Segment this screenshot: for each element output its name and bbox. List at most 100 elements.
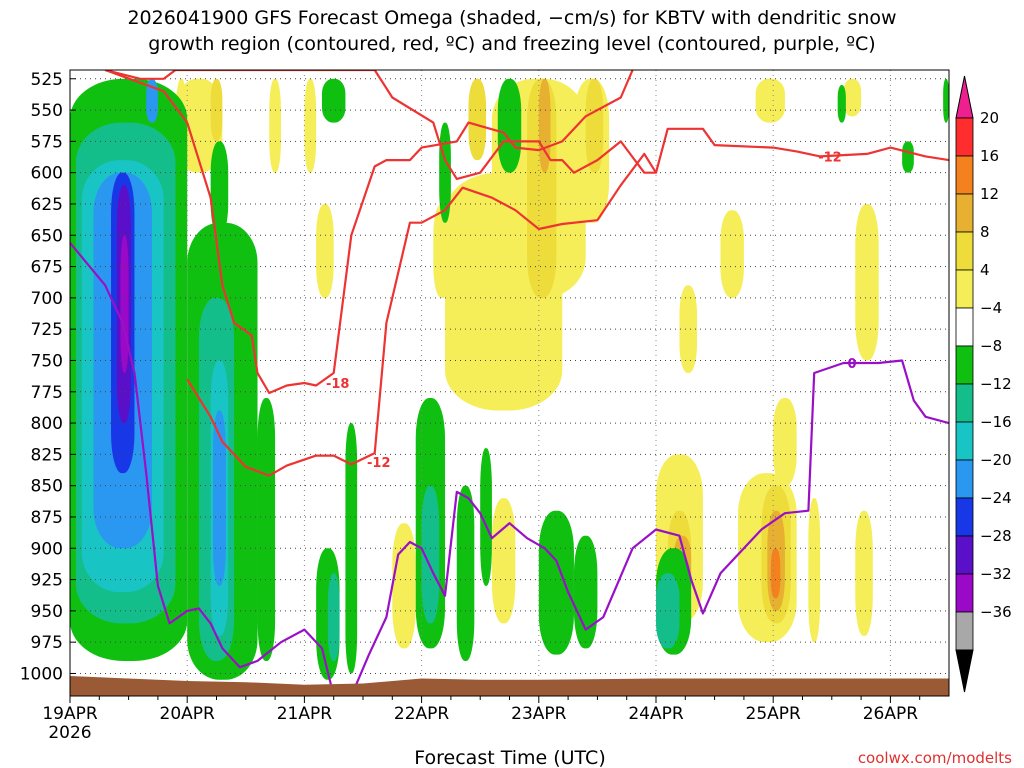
omega-region-0-19 — [491, 498, 516, 624]
omega-region-3-0 — [770, 548, 781, 599]
y-tick-label-17: 950 — [31, 602, 63, 622]
y-tick-label-1: 550 — [31, 101, 63, 121]
omega-region-1-4 — [585, 78, 604, 173]
colorbar-swatch-12 — [955, 573, 974, 613]
contour-line-2 — [186, 152, 657, 477]
omega-region-0-17 — [855, 203, 879, 361]
ground-fill — [70, 676, 949, 696]
x-tick-label-2: 21APR — [277, 704, 333, 724]
colorbar-swatch-2 — [955, 193, 974, 233]
colorbar-label-13: −36 — [980, 603, 1012, 621]
colorbar-swatch-1 — [955, 155, 974, 195]
colorbar-swatch-9 — [955, 459, 974, 499]
omega-region-0-11 — [679, 285, 698, 373]
chart-title-line-2: growth region (contoured, red, ºC) and f… — [148, 33, 875, 55]
y-tick-label-2: 575 — [31, 132, 63, 152]
y-tick-label-3: 600 — [31, 164, 63, 184]
omega-region-4-6 — [456, 485, 475, 661]
y-tick-label-16: 925 — [31, 571, 63, 591]
omega-region-4-13 — [902, 141, 914, 173]
omega-region-10-0 — [120, 235, 129, 373]
y-tick-label-11: 800 — [31, 414, 63, 434]
x-tick-label-7: 26APR — [863, 704, 919, 724]
contour-line-3 — [70, 242, 949, 696]
contour-label-3: 0 — [848, 357, 857, 372]
omega-region-0-13 — [773, 398, 797, 486]
omega-region-0-4 — [269, 78, 281, 173]
colorbar-swatch-8 — [955, 421, 974, 461]
contour-line-0 — [104, 70, 949, 180]
time-axis: 19APR 20APR 21APR 22APR 23APR 24APR 25APR 26APR — [42, 696, 921, 724]
contour-label-1: -18 — [326, 377, 350, 392]
colorbar-label-5: −4 — [980, 299, 1002, 317]
colorbar-swatch-11 — [955, 535, 974, 575]
x-axis-year: 2026 — [48, 723, 91, 743]
omega-region-4-17 — [210, 141, 229, 236]
colorbar-label-11: −28 — [980, 527, 1012, 545]
colorbar-bottom-arrow — [955, 649, 974, 693]
colorbar-label-9: −20 — [980, 451, 1012, 469]
y-tick-label-7: 700 — [31, 289, 63, 309]
omega-region-0-8 — [755, 78, 785, 123]
x-tick-label-3: 22APR — [394, 704, 450, 724]
omega-region-0-16 — [855, 510, 873, 636]
y-tick-label-12: 825 — [31, 445, 63, 465]
credit-url: coolwx.com/modelts — [858, 749, 1012, 767]
colorbar-swatch-0 — [955, 117, 974, 157]
colorbar-label-6: −8 — [980, 337, 1002, 355]
colorbar-legend: 20 16 12 8 4 −4 −8 −12 −16 −20 −24 −28 −32 −36 — [955, 75, 1012, 693]
colorbar-swatch-13 — [955, 611, 974, 651]
colorbar-swatch-4 — [955, 269, 974, 309]
omega-region-4-15 — [497, 78, 522, 173]
y-tick-label-8: 725 — [31, 320, 63, 340]
y-tick-label-9: 750 — [31, 351, 63, 371]
contour-labels: -12 -18 -12 0 — [326, 150, 857, 470]
omega-region-4-7 — [480, 448, 492, 586]
omega-region-1-5 — [210, 78, 223, 142]
x-tick-label-4: 23APR — [511, 704, 567, 724]
colorbar-label-4: 4 — [980, 261, 990, 279]
colorbar-label-10: −24 — [980, 489, 1012, 507]
x-tick-label-0: 19APR — [42, 704, 98, 724]
colorbar-swatch-10 — [955, 497, 974, 537]
chart-title-line-1: 2026041900 GFS Forecast Omega (shaded, −… — [127, 7, 896, 29]
colorbar-label-3: 8 — [980, 223, 990, 241]
omega-region-4-12 — [837, 85, 846, 123]
colorbar-top-arrow — [955, 75, 974, 119]
omega-region-4-9 — [573, 535, 598, 649]
omega-region-0-6 — [433, 203, 451, 298]
terrain-ground — [70, 676, 949, 696]
omega-region-7-2 — [146, 78, 158, 123]
omega-region-0-12 — [720, 210, 744, 298]
colorbar-swatch-7 — [955, 383, 974, 423]
omega-region-0-7 — [316, 203, 334, 298]
omega-region-0-9 — [843, 78, 862, 117]
colorbar-label-1: 16 — [980, 147, 999, 165]
x-tick-label-1: 20APR — [160, 704, 216, 724]
omega-region-5-2 — [327, 573, 340, 661]
omega-region-4-2 — [257, 398, 276, 661]
colorbar-swatch-5 — [955, 307, 974, 347]
colorbar-label-0: 20 — [980, 109, 999, 127]
temperature-contours — [70, 70, 949, 696]
y-tick-label-4: 625 — [31, 195, 63, 215]
x-axis-title: Forecast Time (UTC) — [414, 747, 605, 768]
contour-label-2: -12 — [367, 456, 391, 471]
y-tick-label-18: 975 — [31, 633, 63, 653]
colorbar-label-8: −16 — [980, 413, 1012, 431]
y-tick-label-19: 1000 — [20, 664, 63, 684]
y-tick-label-6: 675 — [31, 258, 63, 278]
colorbar-swatch-6 — [955, 345, 974, 385]
y-tick-label-10: 775 — [31, 383, 63, 403]
x-tick-label-5: 24APR — [628, 704, 684, 724]
omega-region-0-5 — [304, 78, 317, 173]
omega-shading — [70, 78, 949, 680]
omega-region-4-14 — [943, 78, 949, 123]
y-tick-label-15: 900 — [31, 539, 63, 559]
pressure-axis: 525 550 575 600 625 650 675 700 725 750 775 800 825 8… — [20, 70, 76, 684]
colorbar-label-12: −32 — [980, 565, 1012, 583]
colorbar-label-7: −12 — [980, 375, 1012, 393]
omega-region-0-15 — [808, 498, 821, 643]
omega-region-4-4 — [345, 423, 358, 674]
